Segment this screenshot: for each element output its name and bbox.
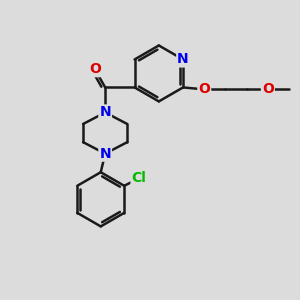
Text: Cl: Cl xyxy=(131,171,146,185)
Text: O: O xyxy=(89,62,101,76)
Text: N: N xyxy=(99,106,111,119)
Text: O: O xyxy=(198,82,210,96)
Text: O: O xyxy=(262,82,274,96)
Text: N: N xyxy=(177,52,189,67)
Text: N: N xyxy=(99,147,111,161)
